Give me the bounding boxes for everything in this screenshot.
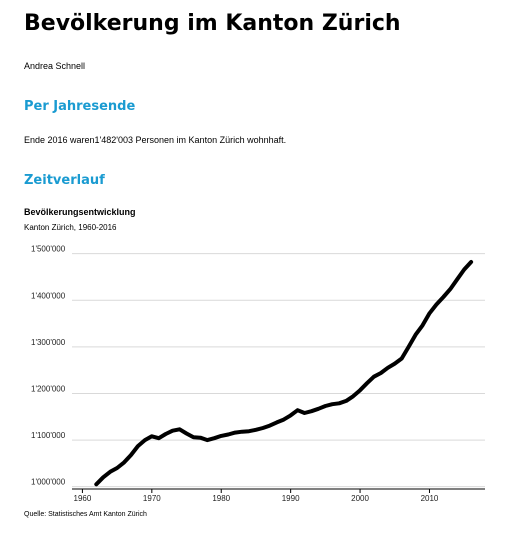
x-tick-label: 1970 bbox=[143, 494, 161, 503]
x-tick-label: 1980 bbox=[212, 494, 230, 503]
x-tick-label: 1960 bbox=[74, 494, 92, 503]
x-tick-label: 1990 bbox=[282, 494, 300, 503]
author-name: Andrea Schnell bbox=[24, 61, 86, 71]
grid-lines bbox=[72, 253, 485, 488]
y-tick-label: 1'200'000 bbox=[31, 384, 66, 393]
population-series-line bbox=[94, 260, 474, 487]
chart-subtitle: Kanton Zürich, 1960-2016 bbox=[24, 223, 117, 232]
section-heading-timeline: Zeitverlauf bbox=[24, 173, 105, 188]
summary-text: Ende 2016 waren1'482'003 Personen im Kan… bbox=[24, 135, 287, 145]
x-tick-label: 2010 bbox=[421, 494, 439, 503]
source-note: Quelle: Statistisches Amt Kanton Zürich bbox=[24, 511, 147, 518]
y-tick-label: 1'100'000 bbox=[31, 431, 66, 440]
y-tick-label: 1'300'000 bbox=[31, 338, 66, 347]
y-tick-labels: 1'000'000 1'100'000 1'200'000 1'300'000 1'40… bbox=[31, 245, 66, 487]
y-tick-label: 1'000'000 bbox=[31, 478, 66, 487]
x-axis bbox=[72, 488, 485, 493]
x-tick-labels: 1960 1970 1980 1990 2000 2010 bbox=[74, 494, 439, 503]
section-heading-year-end: Per Jahresende bbox=[24, 99, 136, 114]
chart-title: Bevölkerungsentwicklung bbox=[24, 207, 136, 217]
y-tick-label: 1'500'000 bbox=[31, 245, 66, 254]
series-layer bbox=[94, 260, 474, 487]
x-tick-label: 2000 bbox=[351, 494, 369, 503]
page-title: Bevölkerung im Kanton Zürich bbox=[24, 11, 401, 36]
y-tick-label: 1'400'000 bbox=[31, 291, 66, 300]
